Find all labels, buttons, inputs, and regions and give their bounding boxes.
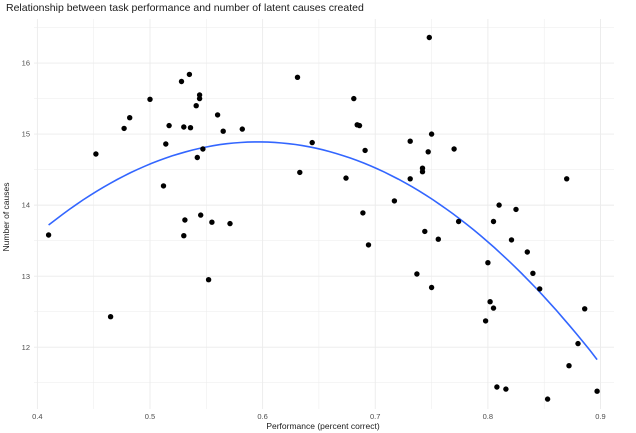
minor-gridlines: [34, 19, 614, 409]
data-point: [435, 236, 441, 242]
data-point: [227, 220, 233, 227]
data-point: [496, 202, 502, 208]
data-point: [566, 363, 572, 369]
y-tick-label: 14: [22, 201, 30, 210]
data-point: [508, 237, 515, 243]
x-tick-label: 0.8: [483, 412, 493, 421]
data-point: [422, 228, 428, 235]
data-point: [214, 112, 221, 118]
data-point: [297, 169, 303, 176]
data-point: [485, 260, 491, 266]
y-tick-label: 15: [22, 130, 30, 139]
data-point: [419, 169, 426, 175]
data-point: [147, 96, 153, 103]
data-point: [537, 286, 543, 292]
data-point: [490, 218, 497, 225]
data-point: [209, 219, 215, 225]
data-point: [428, 131, 435, 137]
data-point: [414, 271, 420, 277]
data-point: [564, 176, 570, 182]
data-point: [200, 146, 206, 152]
data-point: [127, 115, 133, 121]
y-tick-label: 13: [22, 272, 30, 281]
x-tick-label: 0.4: [32, 412, 42, 421]
data-point: [594, 388, 600, 394]
data-point: [93, 151, 99, 157]
data-point: [294, 74, 301, 81]
data-point: [107, 314, 114, 320]
x-tick-label: 0.5: [145, 412, 155, 421]
data-point: [487, 299, 493, 305]
data-point: [160, 183, 167, 189]
x-axis-ticks: 0.4 0.5 0.6 0.7 0.8 0.9: [32, 412, 606, 421]
major-gridlines: [34, 19, 614, 409]
data-points: [45, 34, 600, 402]
y-tick-label: 16: [22, 59, 30, 68]
data-point: [360, 210, 366, 216]
data-point: [166, 122, 172, 129]
data-point: [220, 128, 226, 134]
data-point: [494, 384, 500, 390]
fit-curve: [48, 141, 598, 361]
chart-title: Relationship between task performance an…: [6, 2, 364, 14]
y-axis-label: Number of causes: [1, 183, 11, 252]
data-point: [196, 92, 203, 98]
data-point: [121, 125, 127, 132]
data-point: [239, 126, 245, 132]
x-tick-label: 0.6: [257, 412, 267, 421]
data-point: [351, 95, 357, 102]
data-point: [503, 386, 509, 392]
data-point: [575, 340, 581, 347]
data-point: [186, 71, 193, 78]
data-point: [182, 217, 188, 223]
data-point: [356, 122, 363, 129]
data-point: [407, 138, 413, 144]
data-point: [428, 284, 435, 291]
data-point: [194, 154, 200, 161]
data-point: [193, 103, 199, 109]
data-point: [544, 396, 551, 402]
data-point: [181, 124, 187, 130]
data-point: [163, 141, 169, 147]
data-point: [425, 149, 431, 155]
data-point: [362, 147, 368, 154]
data-point: [178, 78, 185, 85]
data-point: [582, 306, 588, 312]
data-point: [530, 270, 536, 276]
data-point: [451, 146, 457, 152]
data-point: [187, 125, 194, 131]
data-point: [309, 139, 315, 146]
y-tick-label: 12: [22, 343, 30, 352]
data-point: [490, 305, 497, 311]
data-point: [205, 277, 212, 283]
x-tick-label: 0.7: [370, 412, 380, 421]
data-point: [426, 34, 432, 41]
x-tick-label: 0.9: [595, 412, 605, 421]
data-point: [513, 206, 519, 213]
x-axis-label: Performance (percent correct): [266, 421, 380, 431]
y-axis-ticks: 12 13 14 15 16: [22, 59, 30, 352]
data-point: [455, 218, 462, 225]
data-point: [482, 318, 489, 324]
data-point: [181, 233, 187, 239]
data-point: [407, 176, 413, 182]
data-point: [524, 249, 530, 255]
data-point: [391, 198, 398, 204]
data-point: [343, 175, 349, 181]
data-point: [198, 212, 204, 218]
data-point: [365, 242, 372, 248]
data-point: [45, 232, 52, 238]
